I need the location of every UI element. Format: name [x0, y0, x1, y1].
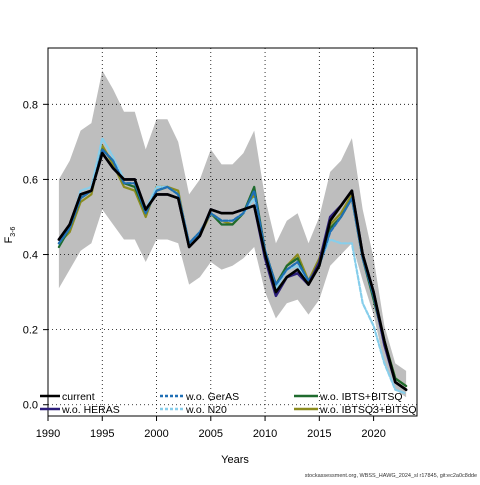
- legend-label: w.o. HERAS: [61, 404, 120, 416]
- y-tick-label: 0.6: [23, 174, 38, 186]
- x-axis-title: Years: [221, 454, 249, 466]
- legend-label: current: [62, 391, 95, 403]
- legend-label: w.o. IBTS+BITSQ: [319, 391, 403, 403]
- x-tick-label: 1990: [36, 428, 60, 440]
- x-tick-label: 2015: [307, 428, 331, 440]
- series-line: [57, 151, 408, 391]
- series-line: [57, 148, 408, 391]
- confidence-band: [58, 70, 407, 398]
- y-tick-label: 0.2: [23, 325, 38, 337]
- y-tick-label: 0.8: [23, 99, 38, 111]
- x-tick-label: 2020: [361, 428, 385, 440]
- legend-label: w.o. IBTSQ3+BITSQ: [319, 404, 417, 416]
- x-tick-label: 2000: [144, 428, 168, 440]
- y-tick-label: 0.0: [23, 400, 38, 412]
- y-axis-title-subscript: 3-6: [10, 226, 17, 236]
- y-tick-label: 0.4: [23, 250, 38, 262]
- y-axis-title: F3-6: [3, 226, 17, 243]
- x-tick-label: 1995: [90, 428, 114, 440]
- footer-note: stockassessment.org, WBSS_HAWG_2024_sl r…: [305, 473, 477, 479]
- x-tick-label: 2005: [199, 428, 223, 440]
- x-tick-label: 2010: [253, 428, 277, 440]
- plot-frame: [47, 47, 418, 417]
- y-axis-title-main: F: [3, 236, 15, 243]
- legend-label: w.o. GerAS: [185, 391, 239, 403]
- legend-label: w.o. N20: [185, 404, 227, 416]
